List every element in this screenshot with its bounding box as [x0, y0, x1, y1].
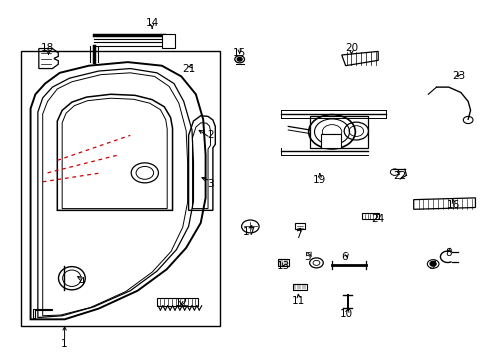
- Text: 9: 9: [427, 261, 434, 271]
- Text: 3: 3: [207, 179, 213, 189]
- Bar: [162, 34, 175, 48]
- Bar: [362, 213, 378, 219]
- Text: 16: 16: [446, 200, 459, 210]
- Text: 12: 12: [174, 298, 187, 308]
- Text: 4: 4: [78, 277, 85, 287]
- Circle shape: [237, 58, 242, 61]
- Circle shape: [429, 262, 435, 266]
- Text: 19: 19: [313, 175, 326, 185]
- Text: 24: 24: [371, 214, 384, 224]
- Text: 5: 5: [304, 252, 310, 262]
- Bar: [294, 223, 304, 229]
- Text: 21: 21: [182, 64, 195, 74]
- Text: 8: 8: [445, 248, 451, 258]
- Text: 17: 17: [242, 227, 255, 237]
- Bar: [321, 134, 340, 148]
- Text: 13: 13: [276, 261, 289, 271]
- Text: 10: 10: [339, 309, 352, 319]
- Bar: [157, 298, 198, 306]
- Text: 18: 18: [41, 43, 54, 53]
- Bar: [277, 258, 288, 266]
- Text: 20: 20: [344, 43, 357, 53]
- Text: 11: 11: [291, 296, 304, 306]
- Text: 6: 6: [340, 252, 347, 262]
- Bar: [292, 284, 306, 290]
- Bar: [21, 51, 220, 327]
- Text: 22: 22: [393, 171, 406, 181]
- Text: 15: 15: [233, 48, 246, 58]
- Text: 7: 7: [294, 230, 301, 240]
- Text: 2: 2: [207, 130, 213, 140]
- Text: 23: 23: [451, 71, 464, 81]
- Text: 14: 14: [145, 18, 159, 28]
- Text: 1: 1: [61, 339, 68, 349]
